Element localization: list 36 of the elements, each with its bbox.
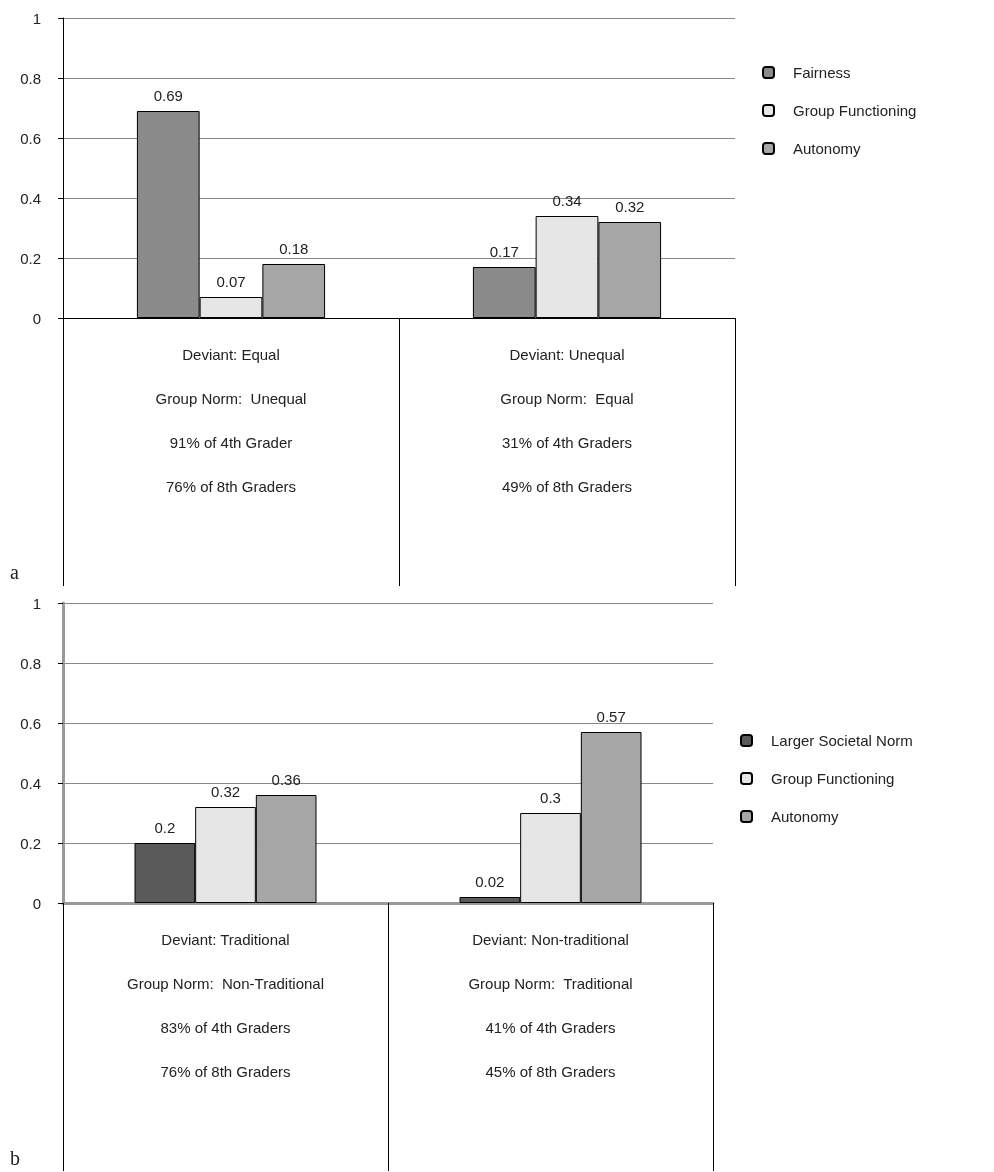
text: b [10,1147,20,1169]
data-label: 0.3 [540,789,561,806]
y-tick-label: 1 [32,9,41,27]
category-label: Deviant: Equal Group Norm: Unequal 91% of 4th Grader 76% of 8th Graders [155,345,307,495]
legend-label: Autonomy [771,808,840,825]
category-label: Deviant: Non-traditional Group Norm: Traditional 41% of 4th Graders 45% of 8th Graders [468,930,633,1080]
data-label: 0.32 [615,198,645,215]
text: a [10,561,19,583]
y-tick-label: 0.6 [20,129,41,147]
y-tick-label: 0.4 [20,774,41,792]
y-tick-label: 0.8 [20,69,41,87]
data-label: 0.02 [475,873,505,890]
data-label: 0.57 [596,708,626,725]
data-label: 0.17 [489,243,519,260]
legend-label: Group Functioning [771,770,895,787]
legend-label: Larger Societal Norm [771,732,913,749]
data-label: 0.69 [153,87,183,104]
y-tick-label: 0 [32,894,41,912]
legend-label: Fairness [793,64,851,81]
category-label: Deviant: Unequal Group Norm: Equal 31% of 4th Graders 49% of 8th Graders [500,345,634,495]
y-tick-label: 0.4 [20,189,41,207]
y-tick-label: 1 [32,594,41,612]
data-label: 0.34 [552,192,582,209]
y-tick-label: 0.6 [20,714,41,732]
category-label: Deviant: Traditional Group Norm: Non-Traditional 83% of 4th Graders 76% of 8th Graders [126,930,325,1080]
data-label: 0.07 [216,273,246,290]
data-label: 0.36 [271,771,301,788]
data-label: 0.2 [154,819,176,836]
y-tick-label: 0.2 [20,834,41,852]
y-tick-label: 0.2 [20,249,41,267]
data-label: 0.32 [210,783,241,800]
y-tick-label: 0 [32,309,41,327]
y-tick-label: 0.8 [20,654,41,672]
data-label: 0.18 [279,240,309,257]
legend-label: Group Functioning [793,102,917,119]
legend-label: Autonomy [793,140,862,157]
